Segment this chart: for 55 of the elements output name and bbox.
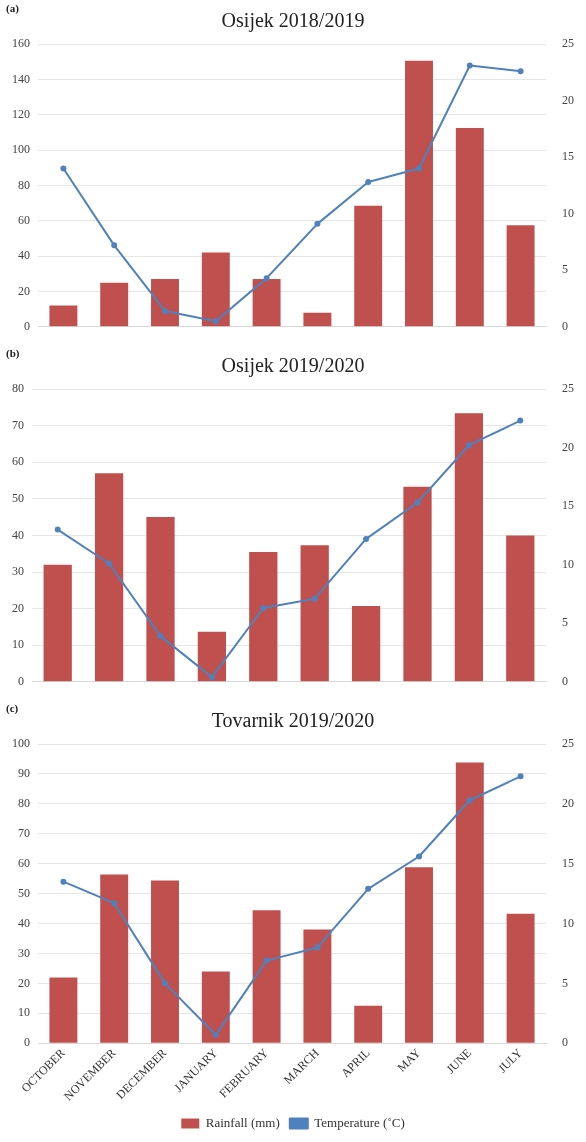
y2-tick-label: 0: [562, 673, 568, 688]
y2-tick-label: 15: [562, 855, 574, 870]
y2-tick-label: 5: [562, 975, 568, 990]
y-tick-label: 30: [18, 945, 30, 960]
y2-tick-label: 0: [562, 318, 568, 333]
y-tick-label: 160: [12, 36, 30, 51]
y-tick-label: 60: [18, 212, 30, 227]
text: (c): [6, 702, 19, 716]
y-tick-label: 50: [18, 885, 30, 900]
y2-tick-label: 5: [562, 262, 568, 277]
y2-tick-label: 25: [562, 36, 574, 51]
chart-title: Osijek 2019/2020: [221, 354, 365, 378]
y-tick-label: 10: [18, 1005, 30, 1020]
y2-tick-label: 10: [562, 205, 574, 220]
y2-tick-label: 25: [562, 381, 574, 396]
chart-title: Tovarnik 2019/2020: [211, 709, 375, 732]
y-tick-label: 100: [12, 736, 30, 751]
y-tick-label: 40: [18, 248, 30, 263]
y-tick-label: 140: [12, 71, 30, 86]
y2-tick-label: 15: [562, 498, 574, 513]
y-tick-label: 30: [12, 564, 24, 579]
y-tick-label: 80: [12, 381, 24, 396]
y2-tick-label: 20: [562, 92, 574, 107]
y2-tick-label: 0: [562, 1035, 568, 1050]
y-tick-label: 60: [18, 855, 30, 870]
y2-tick-label: 15: [562, 149, 574, 164]
y2-tick-label: 25: [562, 736, 574, 751]
y-tick-label: 60: [12, 454, 24, 469]
y-tick-label: 0: [24, 318, 30, 333]
y-tick-label: 20: [18, 283, 30, 298]
y-tick-label: 40: [18, 915, 30, 930]
y-tick-label: 40: [12, 527, 24, 542]
y-tick-label: 0: [24, 1035, 30, 1050]
y2-tick-label: 5: [562, 615, 568, 630]
y2-tick-label: 20: [562, 796, 574, 810]
y-tick-label: 70: [18, 825, 30, 840]
y-tick-label: 80: [18, 796, 30, 810]
y-tick-label: 80: [18, 177, 30, 192]
y-tick-label: 20: [12, 600, 24, 615]
y-tick-label: 20: [18, 975, 30, 990]
y2-tick-label: 20: [562, 439, 574, 454]
y-tick-label: 90: [18, 766, 30, 781]
y-tick-label: 100: [12, 142, 30, 157]
y-tick-label: 70: [12, 417, 24, 432]
y-tick-label: 0: [18, 673, 24, 688]
y-tick-label: 120: [12, 106, 30, 121]
chart-title: Osijek 2018/2019: [221, 9, 365, 33]
y-tick-label: 10: [12, 637, 24, 652]
text: (b): [6, 347, 20, 361]
text: (a): [6, 2, 20, 16]
y-tick-label: 50: [12, 490, 24, 505]
legend-label: Temperature (˚C): [314, 1114, 405, 1130]
legend-label: Rainfall (mm): [205, 1114, 280, 1130]
y2-tick-label: 10: [562, 915, 574, 930]
y2-tick-label: 10: [562, 556, 574, 571]
